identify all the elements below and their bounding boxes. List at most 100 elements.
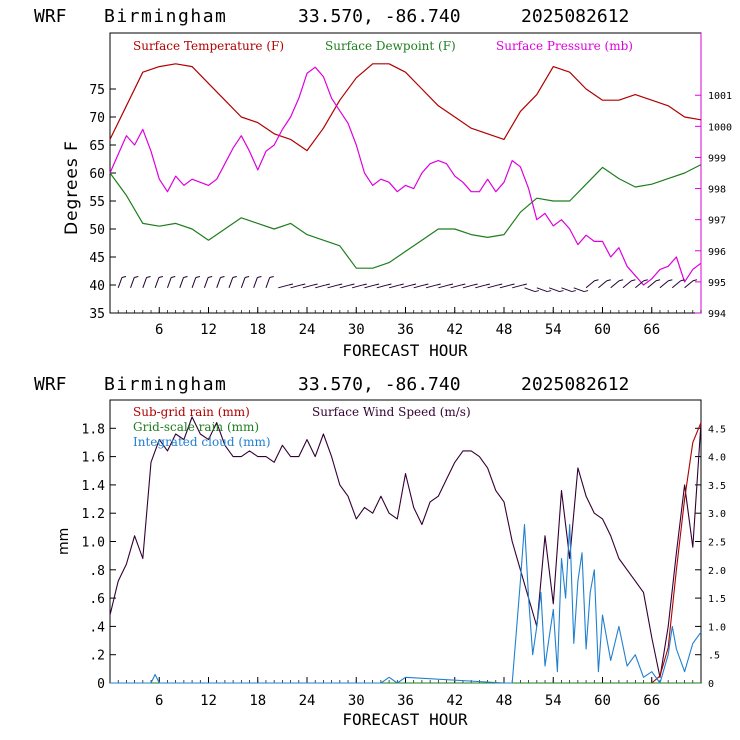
wind-barb xyxy=(671,280,682,289)
wind-barb-flag xyxy=(171,275,176,278)
legend-surface-temperature: Surface Temperature (F) xyxy=(133,39,284,53)
wind-barb-flag xyxy=(655,279,661,282)
wind-barb-flag xyxy=(534,290,539,293)
wind-barb xyxy=(413,284,425,289)
bottom-y2-ticks: 0 .5 1.0 1.5 2.0 2.5 3.0 3.5 4.0 4.5 xyxy=(695,424,726,690)
wind-barb xyxy=(635,280,645,289)
wind-barb-flag xyxy=(559,290,564,293)
y-tick-label: 0 xyxy=(97,677,105,692)
wind-barb-flag xyxy=(158,275,164,278)
y-tick-label: 1.0 xyxy=(82,536,105,551)
wind-barb-flag xyxy=(288,283,294,286)
x-tick-label: 60 xyxy=(594,322,611,338)
wind-barb-flag xyxy=(362,283,367,286)
wind-barb xyxy=(401,284,413,289)
wind-barb-flag xyxy=(313,283,318,286)
top-panel: WRF Birmingham 33.570, -86.740 202508261… xyxy=(34,6,732,360)
y-tick-label: 75 xyxy=(89,83,105,98)
wind-barb-flag xyxy=(399,283,404,286)
x-tick-label: 30 xyxy=(348,693,365,709)
y-tick-label: 65 xyxy=(89,139,105,154)
y-tick-label: 1.6 xyxy=(82,451,105,466)
subgrid-rain-line xyxy=(110,422,702,684)
x-tick-label: 18 xyxy=(249,322,266,338)
x-tick-label: 30 xyxy=(348,322,365,338)
wind-barb xyxy=(339,284,351,289)
wind-barb-flag xyxy=(594,279,599,282)
top-y-ticks: 35 40 45 50 55 60 65 70 75 xyxy=(89,83,116,322)
wind-barb xyxy=(647,280,657,289)
wind-barb xyxy=(388,284,400,289)
top-y-axis-label: Degrees F xyxy=(62,140,82,235)
wind-barb-flag xyxy=(195,275,200,278)
y-tick-label: .6 xyxy=(89,592,105,607)
wind-barb-flag xyxy=(301,283,306,286)
bottom-x-ticks: 6 12 18 24 30 36 42 48 54 60 66 xyxy=(109,677,702,709)
y-tick-label: 1.8 xyxy=(82,422,105,437)
legend-subgrid-rain: Sub-grid rain (mm) xyxy=(133,405,250,419)
wind-barb xyxy=(475,284,487,289)
wind-barb xyxy=(327,284,339,289)
y2-tick-label: 4.5 xyxy=(708,424,726,435)
bottom-series-lines xyxy=(109,416,702,684)
wind-barb-flag xyxy=(269,275,274,278)
wind-barb xyxy=(191,277,197,288)
y2-tick-label: 1.0 xyxy=(708,622,726,633)
wind-barb xyxy=(376,284,388,289)
x-tick-label: 66 xyxy=(643,322,660,338)
bottom-header-station: Birmingham xyxy=(104,374,227,395)
wind-barb-flag xyxy=(692,279,698,282)
wind-barb xyxy=(610,280,620,289)
wind-barb xyxy=(130,277,135,288)
y-tick-label: 50 xyxy=(89,223,105,238)
x-tick-label: 48 xyxy=(496,693,513,709)
x-tick-label: 66 xyxy=(643,693,660,709)
wind-barb-flag xyxy=(619,279,624,282)
y-tick-label: 40 xyxy=(89,279,105,294)
y-tick-label: 45 xyxy=(89,251,105,266)
top-header-run: 2025082612 xyxy=(521,6,629,27)
wind-barb xyxy=(684,280,694,289)
legend-integrated-cloud: Integrated cloud (mm) xyxy=(133,435,271,449)
pressure-line xyxy=(109,66,702,286)
legend-surface-wind-speed: Surface Wind Speed (m/s) xyxy=(312,405,471,419)
wind-barb xyxy=(315,284,326,289)
wind-barb-flag xyxy=(436,283,441,286)
wind-barb xyxy=(278,284,290,289)
top-series-lines xyxy=(109,63,702,286)
wind-barb-flag xyxy=(461,283,466,286)
wind-barb xyxy=(450,284,462,289)
wind-barb-flag xyxy=(606,279,611,282)
wind-barb xyxy=(512,284,523,289)
x-tick-label: 42 xyxy=(446,322,463,338)
wind-barb xyxy=(253,277,258,288)
wind-barb-flag xyxy=(208,275,213,278)
wind-barb-flag xyxy=(522,283,527,286)
wind-barb xyxy=(659,280,669,289)
y2-tick-label: 0 xyxy=(708,679,714,690)
wind-barb xyxy=(228,277,234,288)
y2-tick-label: .5 xyxy=(708,651,720,662)
wind-barb xyxy=(216,277,221,288)
wind-barb-flag xyxy=(257,275,262,278)
wind-barb-flag xyxy=(485,283,491,286)
wind-barb-flag xyxy=(631,279,636,282)
wind-barb-flag xyxy=(387,283,392,286)
wind-barb xyxy=(622,280,632,289)
y2-tick-label: 997 xyxy=(708,216,726,227)
x-tick-label: 18 xyxy=(249,693,266,709)
wind-barb xyxy=(536,287,548,293)
wind-barb-flag xyxy=(244,275,250,278)
wind-speed-line xyxy=(109,416,702,678)
wind-barb xyxy=(462,284,474,289)
wind-barb xyxy=(524,287,536,293)
wind-barb-flag xyxy=(680,279,685,282)
wind-barb xyxy=(154,277,160,288)
wind-barb-flag xyxy=(643,279,648,282)
wind-barb-flag xyxy=(374,283,380,286)
wind-barb-flag xyxy=(220,275,225,278)
x-tick-label: 24 xyxy=(299,693,316,709)
top-header-station: Birmingham xyxy=(104,6,227,27)
wind-barb-flag xyxy=(232,275,237,278)
